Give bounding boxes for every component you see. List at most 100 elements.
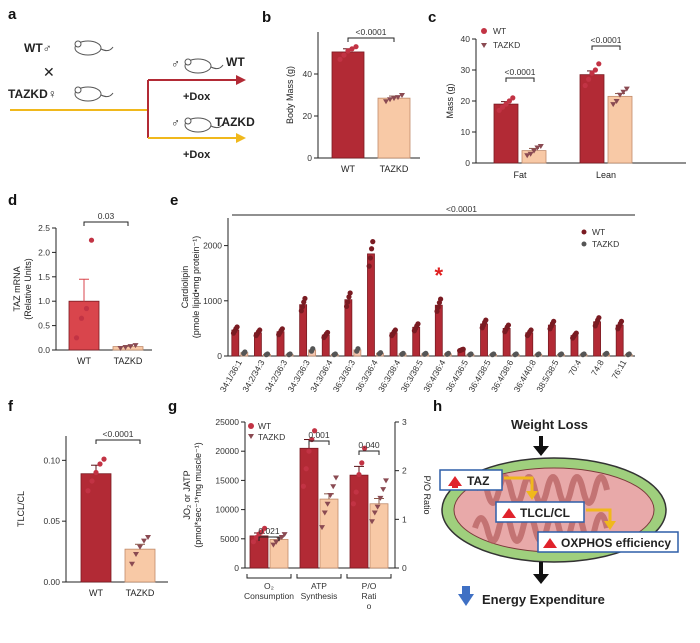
mouse-icon (184, 58, 224, 74)
data-point (122, 345, 129, 351)
y-tick-label: 20 (303, 111, 313, 121)
data-point (620, 89, 627, 95)
significance-bracket (83, 221, 129, 226)
data-point (350, 501, 356, 507)
data-point (423, 350, 429, 356)
data-point (500, 104, 506, 110)
data-point (371, 510, 378, 516)
x-tick-label: Fat (513, 170, 527, 180)
significance-star: * (435, 263, 444, 288)
y-axis-label: JO₂ or JATP (182, 470, 192, 519)
data-point (369, 519, 375, 525)
y-tick-label: 25000 (215, 417, 239, 427)
data-point (445, 350, 452, 356)
significance-bracket (358, 450, 380, 455)
y-tick-label: 0 (465, 158, 470, 168)
legend-marker (581, 229, 587, 235)
panel-label-g: g (168, 398, 177, 415)
mouse-icon (74, 40, 114, 56)
data-point (468, 351, 474, 357)
data-point (347, 290, 353, 296)
data-point (513, 351, 519, 357)
data-point (250, 539, 256, 545)
data-point (377, 350, 384, 356)
mitochondria-diagram: Weight Loss TAZ TLCL/CL OXPHOS efficienc… (439, 417, 679, 607)
y-tick-label: 0.00 (43, 577, 60, 587)
data-point (281, 532, 288, 538)
oxphos-box (537, 531, 679, 553)
data-point (589, 70, 595, 76)
legend-label: TAZKD (592, 239, 619, 249)
y-tick-label: 10 (461, 127, 471, 137)
data-point (377, 495, 384, 501)
bar (68, 300, 100, 351)
down-arrow-icon (462, 586, 470, 594)
data-point (341, 52, 347, 58)
y-tick-label: 10000 (215, 505, 239, 515)
data-point (345, 299, 351, 305)
y-tick-label: 0.05 (43, 516, 60, 526)
data-point (623, 86, 630, 92)
p-value-label: <0.0001 (446, 204, 477, 214)
y-tick-label: 30 (461, 65, 471, 75)
data-point (435, 304, 441, 310)
data-point (346, 294, 352, 300)
arrowhead-icon (526, 491, 538, 500)
bar (369, 503, 389, 569)
data-point (343, 303, 350, 310)
legend-label: TAZKD (258, 432, 285, 442)
data-point (359, 460, 365, 466)
data-point (132, 343, 139, 349)
data-point (551, 318, 557, 324)
cross-icon: ✕ (43, 64, 55, 80)
data-point (368, 246, 375, 252)
y-tick-label: 0 (234, 563, 239, 573)
data-point (536, 351, 542, 357)
y-tick-label: 0.5 (38, 321, 50, 331)
y-tick-label: 40 (303, 69, 313, 79)
wt-parent-label: WT♂ (24, 41, 52, 55)
group-bracket (346, 574, 392, 579)
data-point (321, 510, 328, 516)
legend-label: WT (592, 227, 605, 237)
up-arrow-icon (543, 538, 557, 548)
panel-label-f: f (8, 398, 14, 415)
data-point (434, 308, 440, 314)
data-point (392, 327, 398, 333)
data-point (460, 346, 466, 352)
bar (80, 473, 112, 583)
x-tick-label: Consumption (244, 591, 294, 601)
data-point (626, 351, 632, 357)
y-axis-label: TLCL/CL (16, 491, 26, 527)
data-point (383, 99, 389, 105)
data-point (531, 148, 537, 154)
arrow-icon (504, 476, 534, 492)
significance-bracket (591, 45, 621, 50)
data-point (262, 525, 268, 531)
mouse-icon (184, 117, 224, 133)
y-axis-label-right: P/O Ratio (422, 475, 432, 514)
data-point (395, 95, 401, 101)
weight-loss-label: Weight Loss (511, 417, 588, 432)
y-tick-label: 20000 (215, 446, 239, 456)
y-tick-label: 3 (402, 417, 407, 427)
bar (607, 95, 633, 164)
y-tick-label: 0.10 (43, 455, 60, 465)
data-point (93, 469, 99, 476)
data-point (387, 97, 393, 103)
legend-label: WT (258, 421, 271, 431)
legend-marker (248, 423, 254, 429)
data-point (319, 525, 325, 531)
legend-marker (248, 434, 254, 439)
data-point (264, 351, 271, 357)
arrow-icon (586, 508, 612, 522)
data-point (524, 153, 531, 159)
y-axis-label: (pmol*sec⁻¹*mg muscle⁻¹) (193, 442, 203, 548)
data-point (78, 315, 85, 321)
data-point (73, 335, 80, 341)
significance-bracket (347, 37, 395, 42)
data-point (415, 321, 421, 327)
data-point (438, 296, 444, 302)
up-arrow-icon (452, 485, 458, 488)
